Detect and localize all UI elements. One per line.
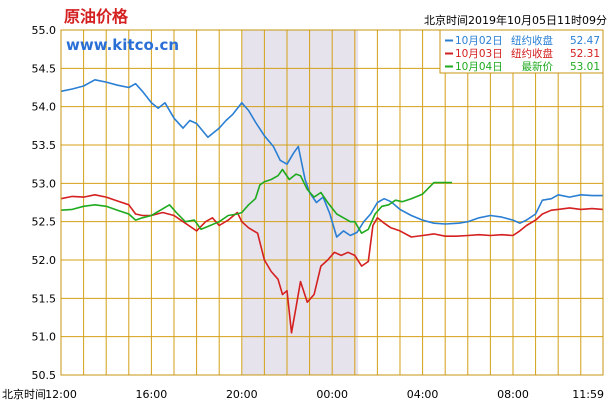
y-tick-label: 55.0: [32, 24, 57, 37]
y-tick-label: 50.5: [32, 369, 57, 382]
x-tick-label: 04:00: [407, 388, 439, 401]
legend: 10月02日 纽约收盘 52.47 10月03日 纽约收盘 52.31 10月04日 最新价 5…: [439, 29, 604, 74]
series-line-3: [60, 168, 452, 234]
series-line-1: [60, 79, 603, 238]
y-tick-label: 52.5: [32, 216, 57, 229]
x-tick-label: 20:00: [226, 388, 258, 401]
y-tick-label: 53.5: [32, 139, 57, 152]
x-tick-label: 16:00: [136, 388, 168, 401]
y-tick-label: 54.5: [32, 62, 57, 75]
plot-frame: [60, 29, 604, 376]
chart-title: 原油价格: [64, 7, 129, 26]
y-tick-label: 52.0: [32, 254, 57, 267]
y-tick-label: 54.0: [32, 101, 57, 114]
legend-market-label: 纽约收盘: [511, 47, 553, 60]
y-tick-label: 51.5: [32, 292, 57, 305]
x-tick-label: 12:00: [45, 388, 77, 401]
x-tick-label: 00:00: [316, 388, 348, 401]
watermark-kitco: www.kitco.cn: [66, 36, 179, 54]
y-tick-label: 51.0: [32, 331, 57, 344]
legend-value: 53.01: [570, 61, 600, 73]
x-tick-label: 11:59: [572, 388, 604, 401]
legend-series-name: 10月02日: [455, 35, 503, 47]
legend-market-label: 最新价: [522, 60, 554, 73]
timestamp-label: 北京时间2019年10月05日11时09分: [424, 13, 607, 27]
shaded-session-region: [241, 30, 359, 375]
x-tick-label: 08:00: [497, 388, 529, 401]
legend-box: [439, 29, 604, 74]
legend-value: 52.31: [570, 48, 600, 60]
legend-market-label: 纽约收盘: [511, 34, 553, 47]
legend-value: 52.47: [570, 35, 600, 47]
x-axis-label: 北京时间: [2, 387, 46, 401]
y-tick-label: 53.0: [32, 177, 57, 190]
legend-series-name: 10月03日: [455, 48, 503, 60]
series-line-2: [60, 194, 603, 334]
legend-series-name: 10月04日: [455, 61, 503, 73]
